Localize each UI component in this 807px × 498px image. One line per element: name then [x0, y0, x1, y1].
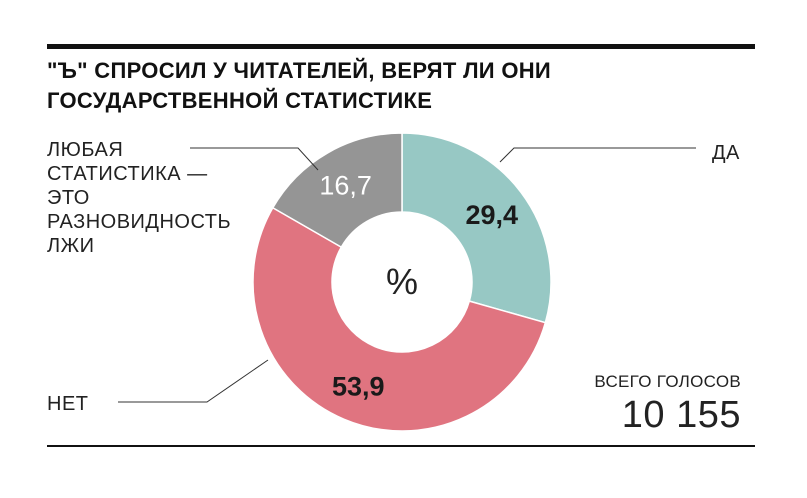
legend-label-no-text: НЕТ	[47, 393, 89, 415]
leader-line-lie	[190, 147, 319, 171]
legend-label-lie: ЛЮБАЯ СТАТИСТИКА — ЭТО РАЗНОВИДНОСТЬ ЛЖИ	[47, 138, 267, 258]
legend-label-lie-line: РАЗНОВИДНОСТЬ	[47, 211, 232, 233]
slice-lie	[271, 132, 403, 249]
leader-line-yes	[499, 147, 696, 163]
total-votes-value: 10 155	[621, 394, 741, 436]
top-rule	[47, 44, 755, 49]
chart-title-line-1: "Ъ" СПРОСИЛ У ЧИТАТЕЛЕЙ, ВЕРЯТ ЛИ ОНИ	[47, 58, 552, 83]
leader-line-no	[118, 359, 269, 403]
center-unit-label: %	[386, 261, 418, 302]
chart-title-line-2: ГОСУДАРСТВЕННОЙ СТАТИСТИКЕ	[47, 88, 433, 113]
slice-value-lie: 16,7	[319, 171, 372, 201]
legend-label-yes-text: ДА	[712, 142, 740, 164]
legend-label-lie-line: ЛЮБАЯ	[47, 139, 124, 161]
slice-value-yes: 29,4	[465, 200, 518, 230]
legend-label-no: НЕТ	[47, 392, 89, 416]
chart-title: "Ъ" СПРОСИЛ У ЧИТАТЕЛЕЙ, ВЕРЯТ ЛИ ОНИ ГО…	[47, 56, 747, 116]
total-votes-caption: ВСЕГО ГОЛОСОВ	[594, 372, 741, 391]
bottom-rule	[47, 445, 755, 447]
legend-label-lie-line: СТАТИСТИКА —	[47, 163, 208, 185]
slice-no	[252, 206, 547, 432]
legend-label-lie-line: ЭТО	[47, 187, 90, 209]
legend-label-lie-line: ЛЖИ	[47, 235, 95, 257]
legend-label-yes: ДА	[712, 141, 740, 165]
slice-yes	[401, 132, 552, 324]
slice-value-no: 53,9	[332, 372, 385, 402]
